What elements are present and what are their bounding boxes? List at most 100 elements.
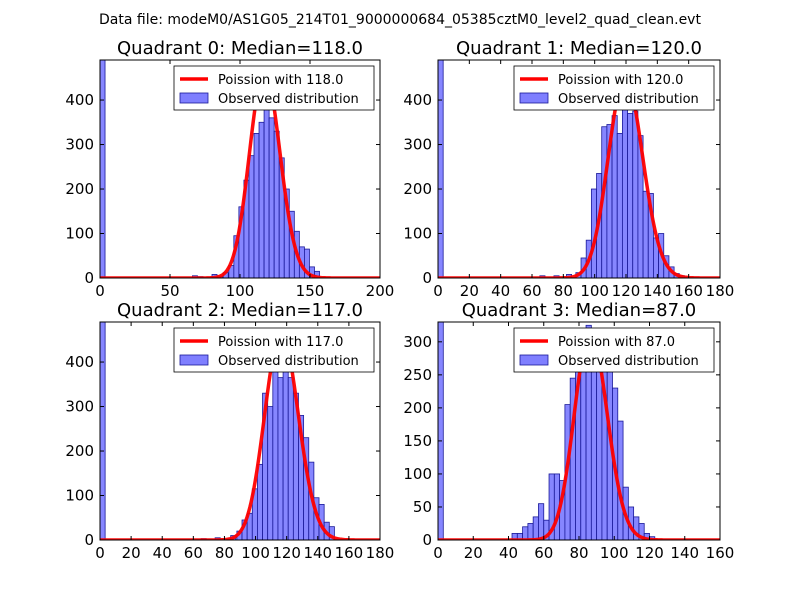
x-tick-label: 60 (522, 282, 541, 300)
histogram-bar (621, 86, 628, 278)
legend-bars-swatch (179, 92, 209, 104)
subplot-title: Quadrant 3: Median=87.0 (462, 300, 697, 321)
legend-curve-label: Poission with 120.0 (558, 73, 683, 88)
x-tick-label: 140 (670, 544, 699, 562)
histogram-bar (287, 377, 294, 540)
x-tick-label: 150 (296, 282, 325, 300)
histogram-bar (527, 523, 534, 540)
subplot-title: Quadrant 0: Median=118.0 (117, 38, 363, 59)
legend-bars-swatch (519, 354, 549, 366)
y-tick-label: 300 (65, 136, 94, 154)
histogram-bar (616, 133, 623, 278)
y-tick-label: 250 (403, 366, 432, 384)
histogram-bar (253, 133, 260, 278)
x-tick-label: 120 (272, 544, 301, 562)
histogram-bar (100, 322, 106, 540)
legend-bars-label: Observed distribution (558, 354, 699, 369)
y-tick-label: 0 (422, 269, 432, 287)
histogram-bar (596, 364, 603, 540)
histogram-bar (590, 351, 598, 540)
y-tick-label: 0 (422, 531, 432, 549)
histogram-bar (268, 117, 275, 278)
x-tick-label: 200 (366, 282, 395, 300)
histogram-bar (248, 155, 255, 278)
histogram-bar (438, 322, 444, 540)
histogram-bar (627, 112, 634, 278)
x-tick-label: 140 (643, 282, 672, 300)
histogram-bar (638, 523, 645, 540)
axes-frame (437, 59, 721, 279)
y-tick-label: 300 (65, 398, 94, 416)
x-tick-label: 160 (335, 544, 364, 562)
poisson-curve (438, 75, 720, 278)
histogram-bar (647, 193, 654, 278)
histogram-bar (314, 270, 320, 278)
y-tick-label: 0 (84, 269, 94, 287)
axes-frame (99, 321, 381, 541)
poisson-curve (100, 69, 380, 278)
subplot-quadrant-3: 0 20 40 60 80 100 120 140 160 0 50 100 150 200 250 300 Q… (403, 300, 734, 562)
y-tick-label: 100 (403, 465, 432, 483)
histogram-bar (257, 463, 263, 540)
histogram-bar (267, 406, 274, 540)
x-tick-label: 20 (460, 282, 479, 300)
histogram-bar (100, 60, 106, 278)
y-tick-label: 200 (403, 399, 432, 417)
histogram-bar (263, 95, 270, 278)
histogram-bar (580, 357, 587, 540)
x-tick-label: 180 (706, 282, 735, 300)
x-tick-label: 40 (499, 544, 518, 562)
x-tick-label: 120 (635, 544, 664, 562)
plot-area (438, 60, 720, 278)
x-tick-label: 0 (433, 282, 443, 300)
y-tick-label: 200 (403, 180, 432, 198)
plot-area (100, 60, 380, 278)
legend: Poission with 118.0 Observed distribution (173, 65, 375, 111)
subplot-quadrant-1: 0 20 40 60 80 100 120 140 160 1800100200300400Qua… (403, 38, 734, 300)
histogram-bar (538, 503, 545, 540)
x-tick-label: 160 (706, 544, 735, 562)
histogram-bar (532, 516, 539, 540)
x-tick-label: 80 (215, 544, 234, 562)
histogram-bar (438, 60, 444, 278)
x-tick-label: 180 (366, 544, 395, 562)
x-tick-label: 50 (160, 282, 179, 300)
legend: Poission with 117.0 Observed distribution (173, 327, 375, 373)
x-tick-label: 80 (569, 544, 588, 562)
x-tick-label: 60 (184, 544, 203, 562)
histogram-bar (642, 190, 649, 278)
histogram-bar (272, 363, 279, 540)
subplot-title: Quadrant 1: Median=120.0 (456, 38, 702, 59)
x-tick-label: 0 (433, 544, 443, 562)
x-tick-label: 20 (464, 544, 483, 562)
legend: Poission with 120.0 Observed distribution (513, 65, 715, 111)
legend-bars-swatch (179, 354, 209, 366)
plot-area (438, 322, 720, 540)
legend-bars-label: Observed distribution (218, 354, 359, 369)
legend-bars-label: Observed distribution (558, 92, 699, 107)
y-tick-label: 100 (65, 487, 94, 505)
legend-bars-label: Observed distribution (218, 92, 359, 107)
x-tick-label: 140 (303, 544, 332, 562)
plot-area (100, 322, 380, 540)
y-tick-label: 300 (403, 333, 432, 351)
y-tick-label: 400 (65, 91, 94, 109)
x-tick-label: 100 (241, 544, 270, 562)
x-tick-label: 80 (554, 282, 573, 300)
figure-title: Data file: modeM0/AS1G05_214T01_90000006… (99, 12, 701, 28)
histogram-bar (522, 526, 529, 540)
x-tick-label: 100 (600, 544, 629, 562)
x-tick-label: 0 (95, 282, 105, 300)
legend-curve-label: Poission with 87.0 (558, 335, 675, 350)
y-tick-label: 200 (65, 442, 94, 460)
x-tick-label: 100 (580, 282, 609, 300)
histogram-bar (282, 343, 289, 540)
x-tick-label: 40 (153, 544, 172, 562)
legend-curve-label: Poission with 118.0 (218, 73, 343, 88)
histogram-bar (611, 115, 618, 278)
legend-bars-swatch (519, 92, 549, 104)
y-tick-label: 100 (403, 225, 432, 243)
x-tick-label: 60 (534, 544, 553, 562)
subplot-quadrant-0: 0 50 100 150 200 0 100 200 300 400 Quadrant 0: Med… (65, 38, 394, 300)
